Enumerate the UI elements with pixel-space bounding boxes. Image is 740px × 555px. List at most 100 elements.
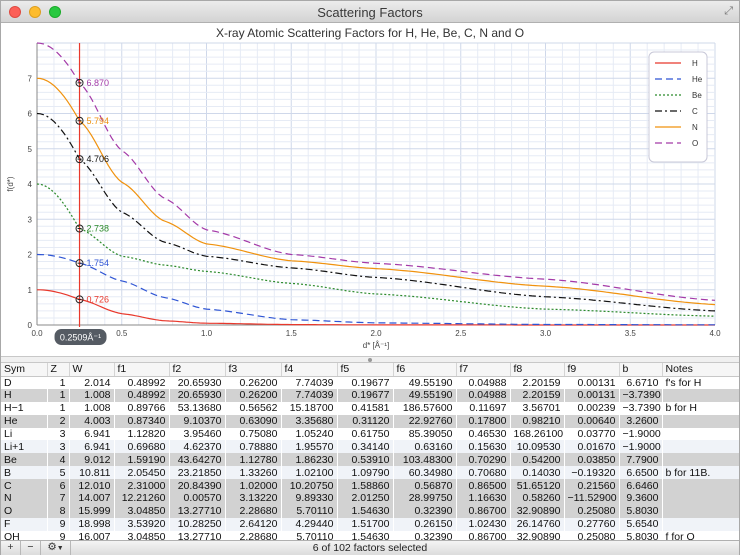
legend-label-c: C xyxy=(692,107,698,116)
table-row[interactable]: C 6 12.010 2.31000 20.84390 1.02000 10.20750 1.… xyxy=(1,479,739,493)
bottom-toolbar: + − ⚙▼ 6 of 102 factors selected xyxy=(1,540,739,555)
column-header[interactable]: Notes xyxy=(662,363,739,377)
gear-icon: ⚙ xyxy=(47,541,57,553)
table-cell: 1.95570 xyxy=(281,440,337,454)
table-cell: 20.65930 xyxy=(177,376,222,389)
column-header[interactable]: f9 xyxy=(564,363,620,377)
table-cell: B xyxy=(1,466,47,480)
table-cell: 1.59190 xyxy=(114,453,169,467)
table-cell: 3.2600 xyxy=(619,414,662,428)
table-cell: Li xyxy=(4,428,13,440)
legend-label-n: N xyxy=(692,123,698,132)
column-header[interactable]: W xyxy=(69,363,115,377)
minimize-window-button[interactable] xyxy=(29,6,41,18)
split-view-divider[interactable] xyxy=(1,356,739,363)
table-cell: 0.63090 xyxy=(225,414,281,428)
table-cell: 2.20159 xyxy=(510,388,564,402)
table-row[interactable]: N 7 14.007 12.21260 0.00570 3.13220 9.89330 2.0… xyxy=(1,492,739,505)
table-row[interactable]: OH 9 16.007 3.04850 13.27710 2.28680 5.70110 1.… xyxy=(1,531,739,540)
table-cell: 20.65930 xyxy=(169,388,225,402)
table-row[interactable]: Be 4 9.012 1.59190 43.64270 1.12780 1.86230 0.5… xyxy=(1,453,739,467)
table-cell: 2.20159 xyxy=(522,376,561,389)
table-cell xyxy=(662,388,739,402)
scattering-chart[interactable]: X-ray Atomic Scattering Factors for H, H… xyxy=(1,23,739,356)
fullscreen-icon[interactable]: ⤢ xyxy=(724,5,733,17)
table-cell: 3.04850 xyxy=(127,531,166,540)
table-row[interactable]: H−1 1 1.008 0.89766 53.13680 0.56562 15.18700 0… xyxy=(1,402,739,415)
column-header[interactable]: f7 xyxy=(456,363,511,377)
table-cell: 1.12820 xyxy=(127,428,166,440)
column-header[interactable]: f8 xyxy=(510,363,565,377)
table-cell: 51.65120 xyxy=(510,479,564,493)
table-cell: 0.86500 xyxy=(456,479,510,493)
table-cell: 1.54630 xyxy=(351,531,390,540)
column-header[interactable]: f1 xyxy=(114,363,170,377)
table-row[interactable]: He 2 4.003 0.87340 9.10370 0.63090 3.35680 0.31… xyxy=(1,414,739,428)
table-cell: −1.9000 xyxy=(619,440,662,454)
x-tick-label: 1.5 xyxy=(286,329,298,338)
zoom-window-button[interactable] xyxy=(49,6,61,18)
column-header[interactable]: b xyxy=(619,363,663,377)
table-cell: 4.62370 xyxy=(169,440,225,454)
close-window-button[interactable] xyxy=(9,6,21,18)
column-header[interactable]: f4 xyxy=(281,363,338,377)
y-tick-label: 1 xyxy=(28,286,33,295)
table-cell: 3.13220 xyxy=(225,492,281,505)
table-row[interactable]: H 1 1.008 0.48992 20.65930 0.26200 7.74039 0.19… xyxy=(1,388,739,402)
table-cell: 1.02000 xyxy=(225,479,281,493)
table-cell: 10.20750 xyxy=(281,479,337,493)
table-cell: Li+1 xyxy=(1,440,47,454)
table-cell: 85.39050 xyxy=(408,428,453,440)
table-cell: 6.6710 xyxy=(626,376,659,389)
table-cell: 26.14760 xyxy=(510,517,564,531)
table-cell: 0.87340 xyxy=(114,414,169,428)
table-cell: 6.941 xyxy=(69,440,114,454)
table-cell: 0.21560 xyxy=(564,479,619,493)
table-cell: 0.75080 xyxy=(239,428,278,440)
table-cell: 53.13680 xyxy=(177,402,222,415)
action-menu-button[interactable]: ⚙▼ xyxy=(41,541,71,555)
table-cell: 1.09790 xyxy=(337,466,393,480)
table-cell: 2.28680 xyxy=(225,504,281,518)
table-row[interactable]: F 9 18.998 3.53920 10.28250 2.64120 4.29440 1.5… xyxy=(1,517,739,531)
table-row[interactable]: Li 3 6.941 1.12820 3.95460 0.75080 1.05240 0.61… xyxy=(1,428,739,441)
table-cell: 15.999 xyxy=(69,504,114,518)
table-cell: 0.86700 xyxy=(456,504,510,518)
table-cell: 32.90890 xyxy=(510,504,564,518)
readout-label-o: 6.870 xyxy=(87,78,110,88)
column-header[interactable]: f6 xyxy=(393,363,457,377)
table-cell: 3.35680 xyxy=(281,414,337,428)
column-header[interactable]: f3 xyxy=(225,363,282,377)
column-header[interactable]: f2 xyxy=(169,363,226,377)
table-cell: 0.61750 xyxy=(351,428,390,440)
table-cell: 0.26150 xyxy=(393,517,456,531)
readout-marker-h xyxy=(75,295,84,304)
table-cell: 2.01250 xyxy=(337,492,393,505)
divider-handle[interactable] xyxy=(368,358,372,362)
column-header[interactable]: Sym xyxy=(1,363,48,377)
table-cell xyxy=(662,414,739,428)
table-cell xyxy=(662,440,739,454)
chart-panel[interactable]: X-ray Atomic Scattering Factors for H, H… xyxy=(1,23,739,356)
table-cell: 0.41581 xyxy=(351,402,390,415)
table-cell: 0.03770 xyxy=(577,428,616,440)
table-cell: 2.64120 xyxy=(225,517,281,531)
table-cell: H xyxy=(1,388,47,402)
column-header[interactable]: Z xyxy=(47,363,70,377)
table-row[interactable]: D 1 2.014 0.48992 20.65930 0.26200 7.74039 0.19… xyxy=(1,376,739,389)
table-cell: 4 xyxy=(47,453,69,467)
table-cell: N xyxy=(1,492,47,505)
column-header[interactable]: f5 xyxy=(337,363,394,377)
table-row[interactable]: Li+1 3 6.941 0.69680 4.62370 0.78880 1.95570 0.… xyxy=(1,440,739,454)
table-cell: He xyxy=(1,414,47,428)
add-button[interactable]: + xyxy=(1,541,21,555)
readout-marker-he xyxy=(75,259,84,268)
table-cell: 0.04988 xyxy=(468,376,507,389)
table-cell: 8 xyxy=(47,504,69,518)
table-row[interactable]: O 8 15.999 3.04850 13.27710 2.28680 5.70110 1.5… xyxy=(1,504,739,518)
remove-button[interactable]: − xyxy=(21,541,41,555)
table-row[interactable]: B 5 10.811 2.05450 23.21850 1.33260 1.02100 1.0… xyxy=(1,466,739,480)
